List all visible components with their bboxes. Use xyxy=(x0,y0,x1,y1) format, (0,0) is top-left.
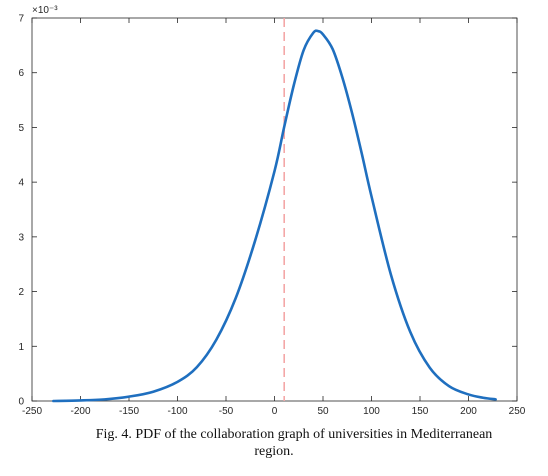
x-tick-label: -250 xyxy=(22,406,42,417)
y-tick-label: 1 xyxy=(18,342,24,353)
y-tick-label: 0 xyxy=(18,397,24,408)
x-tick-label: 50 xyxy=(317,406,329,417)
y-tick-label: 3 xyxy=(18,232,24,243)
x-tick-label: 150 xyxy=(412,406,429,417)
y-tick-label: 2 xyxy=(18,287,24,298)
y-tick-label: 7 xyxy=(18,14,24,25)
x-tick-label: -100 xyxy=(167,406,187,417)
x-tick-label: 200 xyxy=(460,406,477,417)
y-tick-label: 5 xyxy=(18,123,24,134)
x-tick-label: 0 xyxy=(272,406,278,417)
pdf-curve xyxy=(52,29,497,403)
figure-caption: Fig. 4. PDF of the collaboration graph o… xyxy=(0,426,548,460)
x-tick-label: -50 xyxy=(219,406,234,417)
caption-line-1: Fig. 4. PDF of the collaboration graph o… xyxy=(95,427,493,442)
caption-line-2: region. xyxy=(254,444,294,459)
x-tick-label: 100 xyxy=(363,406,380,417)
x-tick-label: -150 xyxy=(119,406,139,417)
x-tick-label: 250 xyxy=(509,406,526,417)
plot-area xyxy=(31,17,518,402)
x-axis: -250 -200 -150 -100 -50 0 50 100 150 200 250 xyxy=(22,18,526,417)
y-axis: 0 1 2 3 4 5 6 7 xyxy=(18,14,517,408)
x-tick-label: -200 xyxy=(70,406,90,417)
pdf-chart: -250 -200 -150 -100 -50 0 50 100 150 200 250 0 1 2 3 4… xyxy=(18,5,526,417)
y-exponent-label: ×10⁻³ xyxy=(32,5,58,16)
y-tick-label: 4 xyxy=(18,178,24,189)
y-tick-label: 6 xyxy=(18,68,24,79)
